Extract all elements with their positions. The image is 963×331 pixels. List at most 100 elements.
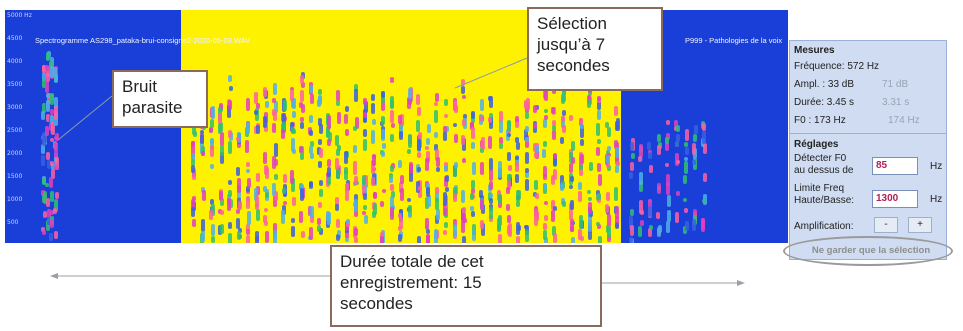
spectro-burst [272, 223, 277, 236]
spectro-burst [237, 227, 242, 233]
spectro-burst [219, 144, 224, 156]
spectro-burst [407, 97, 412, 110]
spectro-burst [236, 177, 241, 190]
spectro-burst [272, 122, 277, 133]
spectro-burst [192, 195, 197, 202]
spectro-burst [570, 219, 575, 232]
amplification-increase-button[interactable]: + [908, 217, 932, 233]
spectro-burst [398, 226, 403, 231]
spectro-burst [371, 176, 376, 186]
spectro-burst [443, 113, 448, 119]
spectro-burst [318, 123, 323, 134]
spectro-burst [399, 187, 404, 202]
spectro-burst [344, 194, 349, 201]
spectro-burst [462, 157, 467, 163]
spectro-burst [479, 219, 484, 230]
spectro-burst [425, 228, 430, 235]
f0-previous: 174 Hz [888, 115, 920, 126]
spectro-burst [255, 208, 260, 222]
spectro-burst [425, 218, 430, 229]
spectro-burst [200, 151, 205, 157]
spectro-burst [434, 229, 438, 239]
spectro-burst [246, 177, 251, 189]
spectro-burst [273, 111, 278, 121]
spectro-burst [542, 149, 547, 158]
spectro-burst [336, 145, 341, 151]
spectro-burst [579, 124, 584, 138]
spectro-burst [470, 187, 475, 194]
spectro-burst [335, 158, 340, 171]
spectro-burst [264, 167, 269, 180]
spectro-burst [614, 105, 619, 116]
spectro-burst [408, 168, 413, 182]
spectro-burst [362, 204, 367, 210]
spectro-burst [45, 72, 50, 82]
keep-selection-button[interactable]: Ne garder que la sélection [811, 245, 931, 256]
spectro-burst [453, 224, 458, 238]
spectro-burst [282, 122, 287, 133]
spectro-burst [49, 61, 54, 69]
spectro-burst [300, 104, 305, 114]
spectro-burst [363, 214, 368, 224]
spectro-burst [41, 78, 46, 89]
spectro-burst [453, 219, 458, 228]
spectro-burst [587, 202, 592, 214]
spectro-burst [282, 174, 287, 183]
spectro-burst [389, 207, 394, 220]
spectro-burst [629, 141, 634, 152]
spectro-burst [497, 193, 502, 205]
spectro-burst [53, 136, 58, 141]
spectro-burst [569, 225, 574, 233]
spectro-burst [480, 223, 485, 236]
spectro-burst [54, 73, 59, 83]
detect-f0-input[interactable]: 85 [872, 157, 918, 175]
spectro-burst [390, 190, 395, 198]
spectro-burst [50, 160, 55, 166]
freq-limit-unit: Hz [930, 194, 943, 205]
spectro-burst [336, 229, 341, 235]
spectro-burst [344, 129, 349, 136]
spectro-burst [390, 76, 395, 83]
spectro-burst [41, 103, 46, 114]
spectro-burst [398, 182, 403, 193]
spectro-burst [684, 156, 689, 162]
spectro-burst [552, 154, 557, 166]
spectro-burst [665, 120, 670, 126]
spectro-burst [45, 182, 50, 188]
spectro-burst [561, 94, 566, 105]
spectro-burst [345, 106, 350, 112]
spectro-burst [191, 207, 196, 217]
spectro-burst [200, 129, 205, 134]
spectro-burst [191, 126, 196, 136]
spectro-burst [363, 111, 368, 118]
spectro-burst [702, 173, 707, 183]
spectro-burst [49, 232, 54, 242]
spectro-burst [41, 155, 46, 167]
spectro-burst [264, 231, 269, 243]
spectro-burst [560, 183, 565, 191]
spectro-burst [614, 164, 619, 174]
spectro-burst [657, 145, 662, 155]
spectro-burst [291, 98, 296, 109]
spectro-burst [417, 131, 422, 140]
spectro-burst [308, 181, 313, 187]
spectro-burst [417, 107, 422, 117]
spectro-burst [336, 233, 341, 242]
spectro-burst [41, 64, 46, 73]
spectro-burst [615, 146, 619, 158]
spectro-burst [54, 142, 59, 153]
amplification-decrease-button[interactable]: - [874, 217, 898, 233]
spectro-burst [353, 202, 358, 208]
spectro-burst [417, 188, 422, 198]
spectro-burst [50, 162, 55, 170]
spectro-burst [317, 138, 322, 146]
spectro-burst [434, 131, 439, 139]
spectro-burst [300, 146, 305, 160]
spectro-burst [191, 165, 196, 173]
spectro-burst [335, 90, 340, 102]
spectro-burst [515, 136, 520, 143]
freq-limit-input[interactable]: 1300 [872, 190, 918, 208]
spectro-burst [597, 101, 602, 110]
spectro-burst [461, 79, 466, 86]
spectro-burst [282, 205, 287, 215]
